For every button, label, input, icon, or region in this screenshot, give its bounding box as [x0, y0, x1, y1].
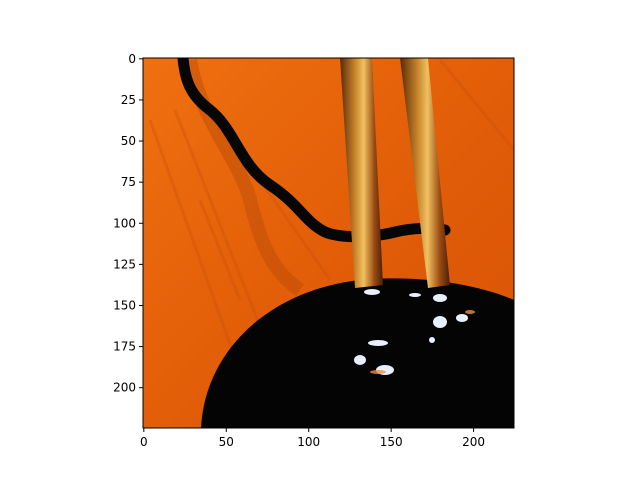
left-rod [340, 58, 383, 288]
x-tick-label: 200 [462, 435, 485, 449]
y-tick-label: 125 [113, 257, 136, 271]
x-tick-label: 100 [297, 435, 320, 449]
black-base [201, 278, 514, 428]
x-axis-ticks: 0 50 100 150 200 [140, 428, 485, 449]
y-tick-label: 200 [113, 381, 136, 395]
x-tick-label: 0 [140, 435, 148, 449]
y-tick-label: 75 [121, 175, 136, 189]
y-tick-label: 175 [113, 340, 136, 354]
y-tick-label: 100 [113, 216, 136, 230]
base-highlights [354, 289, 468, 375]
y-axis-ticks: 0 25 50 75 100 125 150 175 200 [113, 52, 143, 395]
black-cable [177, 58, 451, 243]
y-tick-label: 25 [121, 93, 136, 107]
right-rod [400, 58, 450, 288]
y-tick-label: 50 [121, 134, 136, 148]
image-plot [143, 58, 514, 428]
x-tick-label: 150 [380, 435, 403, 449]
base-orange-glints [370, 310, 475, 374]
y-tick-label: 150 [113, 298, 136, 312]
x-tick-label: 50 [219, 435, 234, 449]
y-tick-label: 0 [128, 52, 136, 66]
axes-frame [142, 57, 515, 429]
